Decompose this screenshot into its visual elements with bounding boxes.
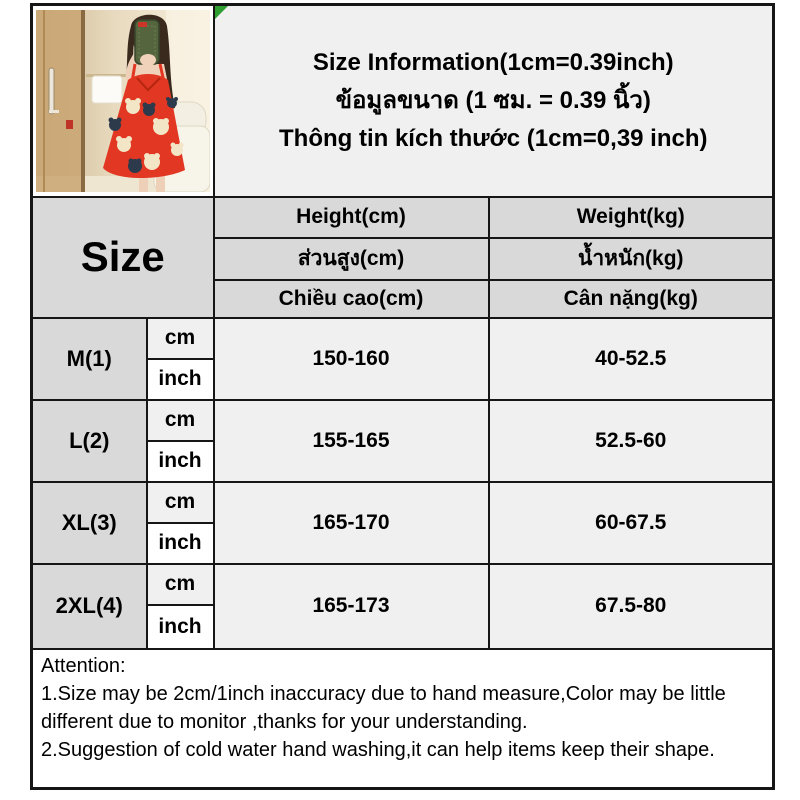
unit-label-inch: inch [145, 603, 215, 650]
unit-label-inch: inch [145, 439, 215, 483]
weight-header-thai: น้ำหนัก(kg) [487, 236, 775, 281]
table-row: inch [32, 439, 774, 483]
height-value-l: 155-165 [212, 398, 490, 483]
size-label-xl: XL(3) [30, 480, 148, 565]
attention-item-1: 1.Size may be 2cm/1inch inaccuracy due t… [41, 682, 726, 733]
towel [85, 73, 132, 104]
title-cell: Size Information(1cm=0.39inch) ข้อมูลขนา… [212, 3, 775, 198]
header-row-english: Size Height(cm) Weight(kg) [30, 195, 775, 319]
green-corner-marker-icon [215, 6, 228, 19]
unit-label-inch: inch [145, 521, 215, 565]
size-header: Size [30, 195, 215, 319]
weight-value-xl: 60-67.5 [487, 480, 775, 565]
unit-label-cm: cm [145, 480, 215, 524]
table-row: inch [32, 521, 774, 565]
size-label-2xl: 2XL(4) [30, 562, 148, 650]
height-header-vietnamese: Chiều cao(cm) [212, 278, 490, 319]
height-value-2xl: 165-173 [212, 562, 490, 650]
table-row: inch [32, 603, 774, 650]
attention-note: Attention: 1.Size may be 2cm/1inch inacc… [30, 647, 775, 790]
header-row-thai: ส่วนสูง(cm) น้ำหนัก(kg) [32, 236, 775, 281]
model [102, 14, 185, 192]
table-row: 2XL(4) cm 165-173 67.5-80 [30, 562, 775, 650]
table-row: inch [32, 357, 774, 401]
height-value-m: 150-160 [212, 316, 490, 401]
attention-row: Attention: 1.Size may be 2cm/1inch inacc… [30, 647, 775, 790]
weight-value-l: 52.5-60 [487, 398, 775, 483]
weight-value-m: 40-52.5 [487, 316, 775, 401]
table-row: M(1) cm 150-160 40-52.5 [30, 316, 775, 401]
red-dress [102, 73, 185, 178]
unit-label-cm: cm [145, 562, 215, 606]
bear-print-cream [115, 97, 184, 170]
unit-label-inch: inch [145, 357, 215, 401]
height-header-thai: ส่วนสูง(cm) [212, 236, 490, 281]
table-row: L(2) cm 155-165 52.5-60 [30, 398, 775, 483]
title-vietnamese: Thông tin kích thước (1cm=0,39 inch) [279, 124, 708, 152]
height-header-english: Height(cm) [212, 195, 490, 239]
unit-label-cm: cm [145, 398, 215, 442]
title-thai: ข้อมูลขนาด (1 ซม. = 0.39 นิ้ว) [335, 86, 651, 114]
title-english: Size Information(1cm=0.39inch) [312, 48, 674, 76]
table-row: XL(3) cm 165-170 60-67.5 [30, 480, 775, 565]
product-photo [35, 9, 210, 192]
size-label-l: L(2) [30, 398, 148, 483]
weight-header-vietnamese: Cân nặng(kg) [487, 278, 775, 319]
height-value-xl: 165-170 [212, 480, 490, 565]
weight-header-english: Weight(kg) [487, 195, 775, 239]
weight-value-2xl: 67.5-80 [487, 562, 775, 650]
product-photo-cell [30, 3, 215, 198]
unit-label-cm: cm [145, 316, 215, 360]
glass-door [35, 9, 100, 192]
top-row: Size Information(1cm=0.39inch) ข้อมูลขนา… [30, 3, 775, 198]
attention-item-2: 2.Suggestion of cold water hand washing,… [41, 738, 715, 761]
size-chart-table: Size Information(1cm=0.39inch) ข้อมูลขนา… [30, 3, 776, 790]
attention-heading: Attention: [41, 654, 126, 677]
header-row-vietnamese: Chiều cao(cm) Cân nặng(kg) [32, 278, 775, 319]
bear-print-navy [108, 96, 178, 173]
size-label-m: M(1) [30, 316, 148, 401]
